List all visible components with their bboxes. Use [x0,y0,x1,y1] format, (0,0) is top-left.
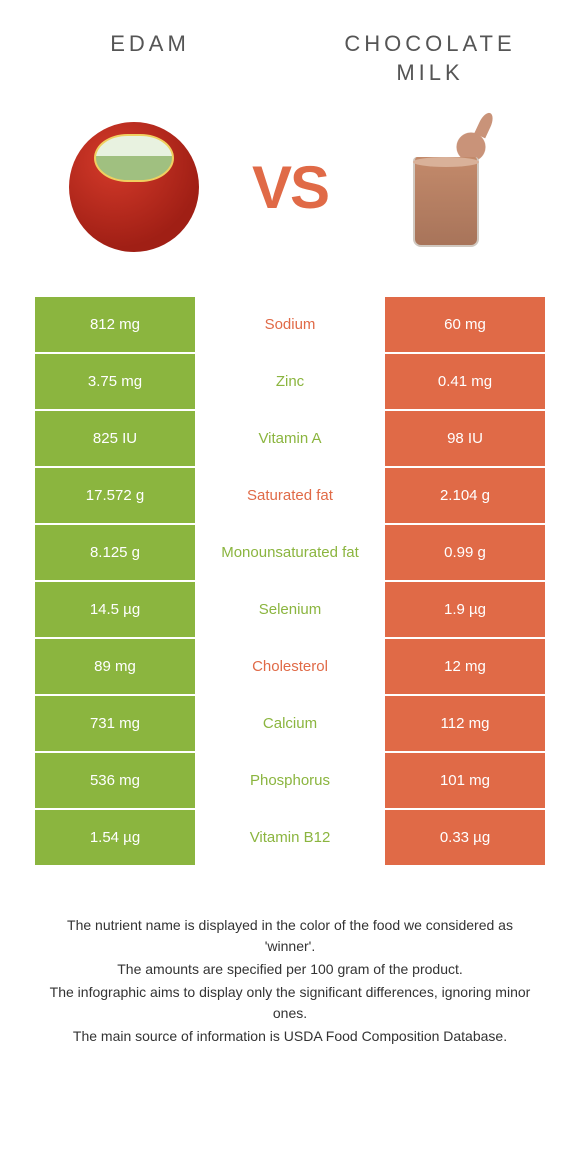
edam-image [64,117,204,257]
nutrient-label: Zinc [195,354,385,409]
chocolate-milk-image [376,117,516,257]
table-row: 8.125 gMonounsaturated fat0.99 g [35,525,545,580]
right-value: 101 mg [385,753,545,808]
nutrient-label: Cholesterol [195,639,385,694]
footer-line: The amounts are specified per 100 gram o… [40,959,540,980]
nutrient-label: Vitamin A [195,411,385,466]
footer-notes: The nutrient name is displayed in the co… [40,915,540,1047]
right-food-title: CHOCOLATE MILK [330,30,530,87]
right-value: 0.41 mg [385,354,545,409]
right-value: 2.104 g [385,468,545,523]
table-row: 3.75 mgZinc0.41 mg [35,354,545,409]
table-row: 1.54 µgVitamin B120.33 µg [35,810,545,865]
right-value: 98 IU [385,411,545,466]
left-value: 17.572 g [35,468,195,523]
table-row: 825 IUVitamin A98 IU [35,411,545,466]
table-row: 536 mgPhosphorus101 mg [35,753,545,808]
nutrient-label: Saturated fat [195,468,385,523]
images-row: VS [0,97,580,297]
left-value: 3.75 mg [35,354,195,409]
left-value: 8.125 g [35,525,195,580]
nutrient-label: Vitamin B12 [195,810,385,865]
right-value: 0.99 g [385,525,545,580]
left-value: 14.5 µg [35,582,195,637]
nutrient-label: Calcium [195,696,385,751]
right-value: 1.9 µg [385,582,545,637]
table-row: 17.572 gSaturated fat2.104 g [35,468,545,523]
right-value: 112 mg [385,696,545,751]
nutrient-label: Sodium [195,297,385,352]
table-row: 731 mgCalcium112 mg [35,696,545,751]
right-value: 60 mg [385,297,545,352]
left-value: 1.54 µg [35,810,195,865]
footer-line: The nutrient name is displayed in the co… [40,915,540,957]
footer-line: The main source of information is USDA F… [40,1026,540,1047]
footer-line: The infographic aims to display only the… [40,982,540,1024]
left-food-title: EDAM [50,30,250,87]
left-value: 731 mg [35,696,195,751]
table-row: 14.5 µgSelenium1.9 µg [35,582,545,637]
nutrient-label: Monounsaturated fat [195,525,385,580]
left-value: 825 IU [35,411,195,466]
right-value: 12 mg [385,639,545,694]
comparison-table: 812 mgSodium60 mg3.75 mgZinc0.41 mg825 I… [35,297,545,865]
nutrient-label: Selenium [195,582,385,637]
left-value: 536 mg [35,753,195,808]
right-value: 0.33 µg [385,810,545,865]
header-row: EDAM CHOCOLATE MILK [0,0,580,97]
left-value: 812 mg [35,297,195,352]
left-value: 89 mg [35,639,195,694]
vs-label: VS [252,153,328,222]
table-row: 812 mgSodium60 mg [35,297,545,352]
table-row: 89 mgCholesterol12 mg [35,639,545,694]
nutrient-label: Phosphorus [195,753,385,808]
